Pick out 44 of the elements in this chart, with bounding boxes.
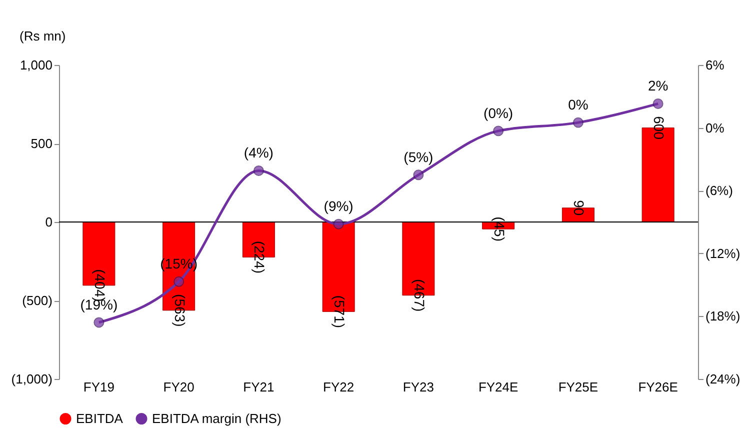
- point: [572, 117, 584, 128]
- data-label: 600: [651, 116, 668, 140]
- point: [413, 170, 424, 180]
- data-label: (571): [332, 295, 348, 328]
- point: [174, 276, 184, 287]
- y2-tick-label: (18%): [706, 308, 740, 324]
- point: [652, 98, 664, 109]
- x-tick-label: FY26E: [638, 380, 678, 394]
- y2-tick-label: (24%): [706, 372, 740, 386]
- data-label: 2%: [648, 78, 668, 94]
- data-label: (9%): [324, 198, 354, 214]
- y-tick-label: (500): [22, 293, 52, 308]
- data-label: (563): [172, 294, 188, 327]
- y2-tick-label: 6%: [706, 58, 725, 72]
- legend-label: EBITDA margin (RHS): [152, 410, 282, 426]
- data-label: 0%: [568, 96, 588, 113]
- y2-tick-label: (6%): [706, 183, 733, 198]
- point: [253, 165, 264, 176]
- x-tick-label: FY24E: [478, 380, 519, 394]
- x-tick-label: FY19: [83, 380, 114, 394]
- point: [333, 218, 344, 230]
- x-tick-label: FY20: [163, 380, 194, 394]
- legend-label: EBITDA: [76, 410, 124, 426]
- y2-tick-label: (12%): [706, 246, 740, 261]
- point: [94, 317, 104, 328]
- point: [493, 126, 504, 136]
- data-label: (45): [491, 216, 508, 242]
- x-tick-label: FY22: [323, 380, 354, 394]
- x-tick-label: FY21: [243, 380, 274, 394]
- data-label: (0%): [484, 104, 514, 121]
- y-tick-label: (1,000): [11, 372, 52, 386]
- y-tick-label: 500: [30, 136, 52, 151]
- data-label: (467): [411, 278, 428, 312]
- y-tick-label: 1,000: [20, 58, 52, 72]
- data-label: (224): [252, 240, 268, 274]
- data-label: (404): [92, 269, 108, 302]
- data-label: 90: [571, 200, 588, 216]
- x-tick-label: FY23: [402, 380, 434, 394]
- x-tick-label: FY25E: [558, 380, 598, 394]
- data-label: (5%): [404, 148, 434, 165]
- y-tick-label: 0: [45, 214, 52, 230]
- y-axis-title: (Rs mn): [20, 28, 66, 44]
- y2-tick-label: 0%: [706, 120, 725, 136]
- data-label: (4%): [244, 144, 274, 161]
